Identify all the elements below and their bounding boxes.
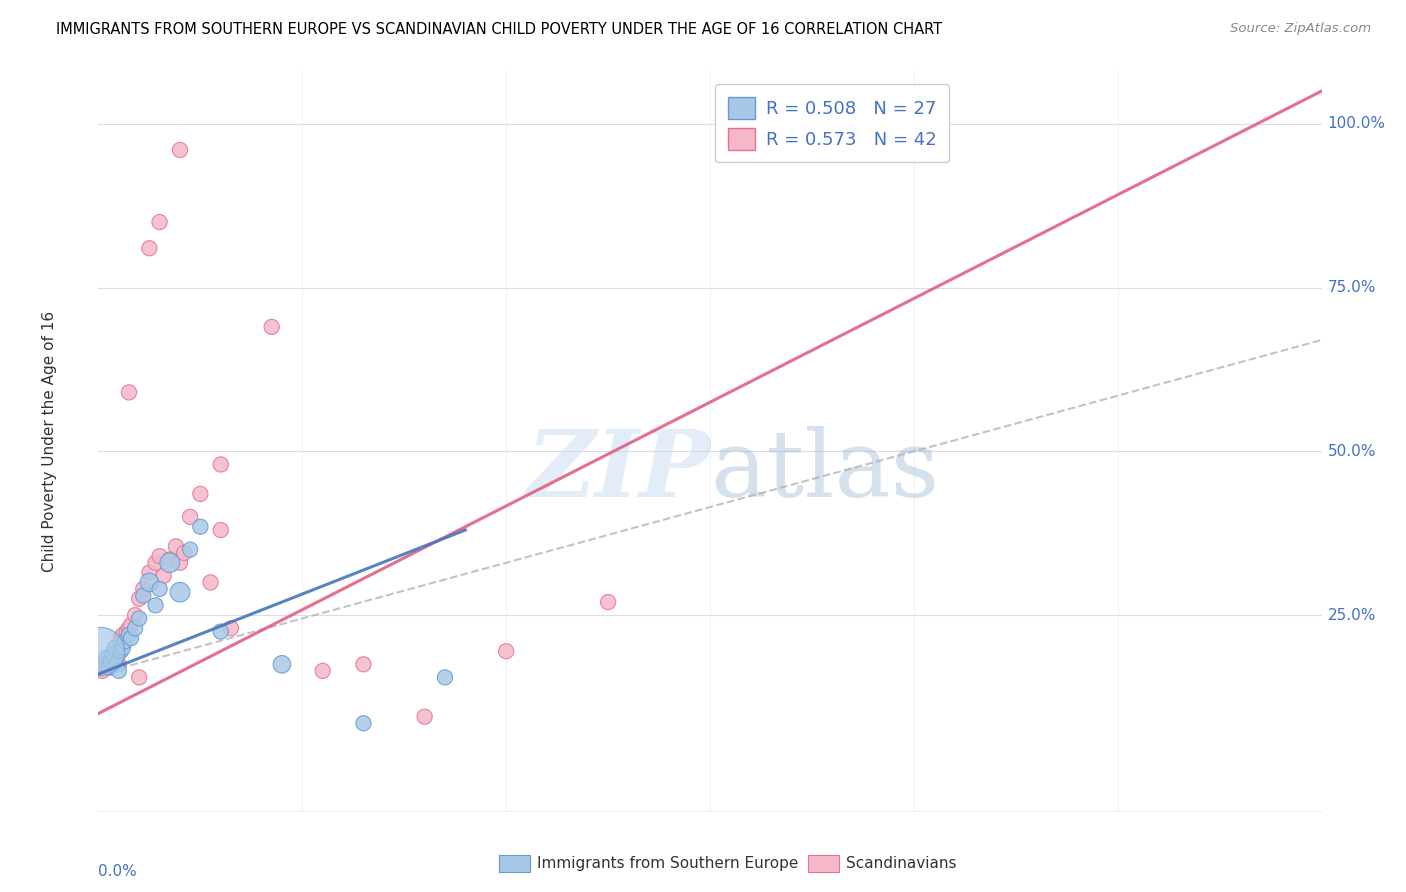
Point (104, 650, 127, 665)
Point (101, 648, 124, 662)
Point (124, 608, 146, 623)
Point (91, 657, 114, 672)
Text: Child Poverty Under the Age of 16: Child Poverty Under the Age of 16 (42, 311, 58, 572)
Point (101, 648, 124, 662)
Text: ZIP: ZIP (526, 426, 710, 516)
Point (495, 644, 517, 658)
Point (179, 542, 201, 557)
Point (169, 585, 191, 599)
Point (118, 385, 141, 400)
Point (97, 654, 120, 668)
Point (118, 628, 141, 642)
Point (598, 595, 620, 609)
Text: 50.0%: 50.0% (1327, 444, 1376, 458)
Point (260, 319, 283, 334)
Point (270, 657, 294, 672)
Point (159, 556, 181, 570)
Point (149, 582, 172, 596)
Point (169, 556, 191, 570)
Point (145, 599, 167, 613)
Point (97, 660, 120, 674)
Point (209, 523, 232, 537)
Legend: R = 0.508   N = 27, R = 0.573   N = 42: R = 0.508 N = 27, R = 0.573 N = 42 (716, 84, 949, 162)
Point (108, 640, 131, 655)
Point (352, 716, 374, 731)
Point (138, 241, 160, 255)
Point (128, 591, 150, 606)
Point (96, 650, 118, 665)
Text: Scandinavians: Scandinavians (846, 856, 957, 871)
Point (179, 509, 201, 524)
Point (145, 556, 167, 570)
Point (138, 566, 160, 580)
Point (165, 540, 187, 554)
Point (100, 654, 122, 668)
Point (114, 634, 136, 648)
Point (108, 657, 131, 672)
Point (89, 644, 111, 658)
Point (152, 569, 174, 583)
Point (110, 644, 132, 658)
Point (132, 582, 155, 596)
Point (219, 621, 242, 635)
Point (118, 621, 141, 635)
Point (120, 631, 142, 645)
Point (110, 631, 132, 645)
Point (115, 624, 138, 639)
Point (413, 709, 436, 723)
Point (91, 664, 114, 678)
Text: Source: ZipAtlas.com: Source: ZipAtlas.com (1230, 22, 1371, 36)
Point (159, 552, 181, 566)
Point (352, 657, 374, 672)
Point (124, 621, 146, 635)
Point (120, 618, 142, 632)
Point (209, 624, 232, 639)
Point (128, 670, 150, 684)
Text: Immigrants from Southern Europe: Immigrants from Southern Europe (537, 856, 799, 871)
Point (132, 589, 155, 603)
Point (173, 546, 195, 560)
Text: IMMIGRANTS FROM SOUTHERN EUROPE VS SCANDINAVIAN CHILD POVERTY UNDER THE AGE OF 1: IMMIGRANTS FROM SOUTHERN EUROPE VS SCAND… (56, 22, 942, 37)
Point (209, 458, 232, 472)
Point (128, 611, 150, 625)
Point (149, 215, 172, 229)
Text: 0.0%: 0.0% (98, 863, 138, 879)
Point (188, 487, 212, 501)
Text: 100.0%: 100.0% (1327, 116, 1386, 131)
Point (188, 519, 212, 533)
Point (105, 657, 128, 672)
Point (104, 640, 127, 655)
Point (105, 644, 128, 658)
Text: 25.0%: 25.0% (1327, 607, 1376, 623)
Text: 75.0%: 75.0% (1327, 280, 1376, 295)
Point (111, 628, 134, 642)
Text: atlas: atlas (710, 426, 939, 516)
Point (149, 549, 172, 564)
Point (169, 143, 191, 157)
Point (434, 670, 457, 684)
Point (96, 657, 118, 672)
Point (138, 575, 160, 590)
Point (100, 660, 122, 674)
Point (108, 664, 131, 678)
Point (200, 575, 222, 590)
Point (312, 664, 335, 678)
Point (111, 640, 134, 655)
